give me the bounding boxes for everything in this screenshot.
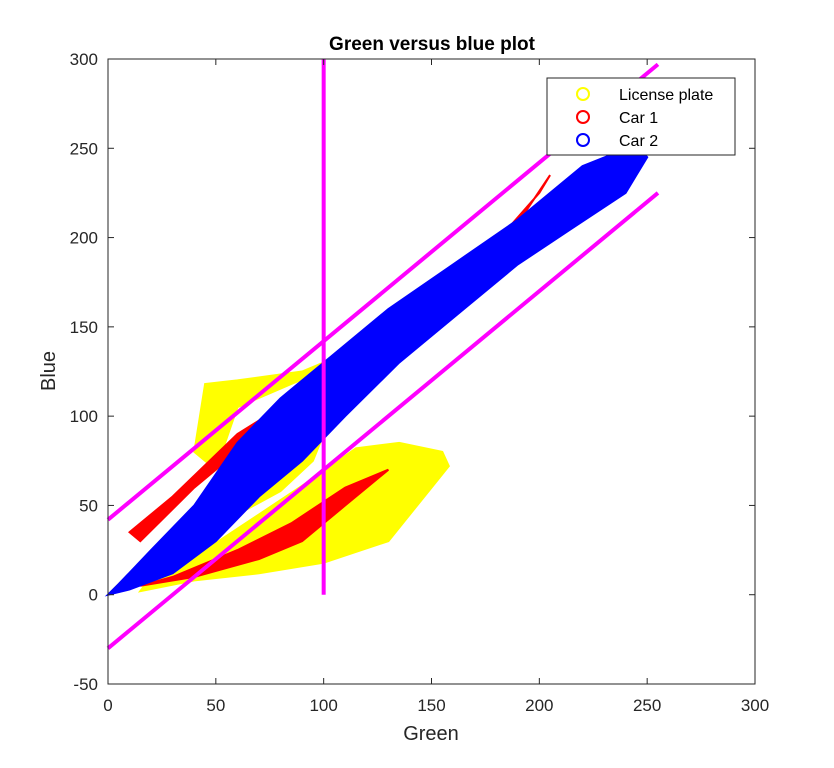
x-tick-label-5: 250 [633,696,661,715]
x-axis-label: Green [403,723,459,745]
x-tick-label-2: 100 [309,696,337,715]
y-tick-label-4: 150 [70,318,98,337]
x-tick-label-3: 150 [417,696,445,715]
legend: License plate Car 1 Car 2 [547,78,735,155]
y-tick-label-3: 100 [70,407,98,426]
legend-label-2: Car 2 [619,133,658,150]
y-tick-label-7: 300 [70,50,98,69]
y-tick-label-2: 50 [79,496,98,515]
legend-label-1: Car 1 [619,110,658,127]
legend-label-0: License plate [619,87,713,104]
y-tick-label-1: 0 [89,586,98,605]
x-tick-label-4: 200 [525,696,553,715]
y-tick-label-6: 250 [70,139,98,158]
x-tick-label-1: 50 [206,696,225,715]
x-tick-label-6: 300 [741,696,769,715]
y-axis-label: Blue [38,351,60,391]
y-tick-label-5: 200 [70,229,98,248]
x-tick-label-0: 0 [103,696,112,715]
chart-title: Green versus blue plot [329,34,536,55]
y-tick-label-0: -50 [73,675,98,694]
